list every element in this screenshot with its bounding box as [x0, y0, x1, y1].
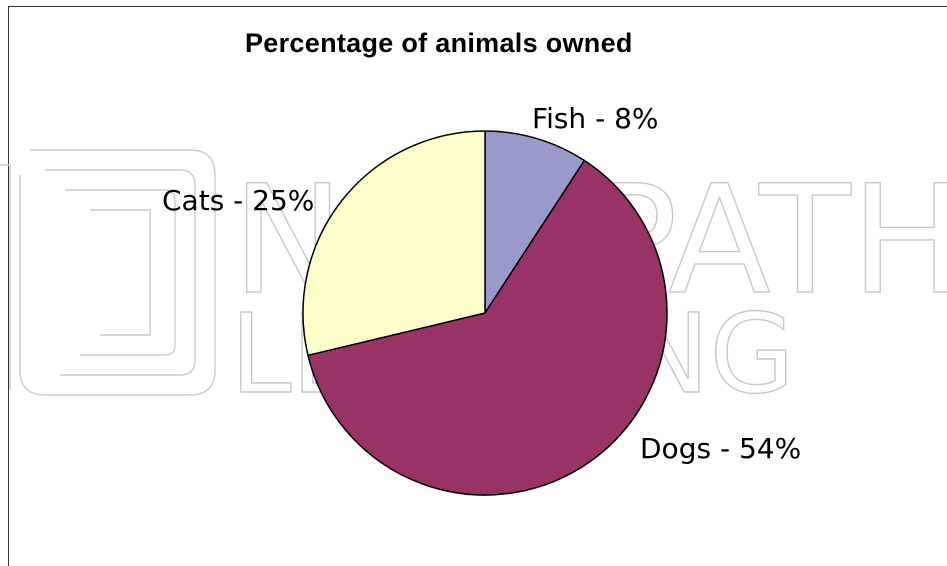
chart-title: Percentage of animals owned [245, 28, 633, 58]
pie-slices [302, 130, 668, 496]
slice-label-cats: Cats - 25% [162, 184, 314, 217]
pie-slice-dogs [307, 159, 668, 496]
slice-label-fish: Fish - 8% [532, 102, 659, 135]
slice-label-dogs: Dogs - 54% [640, 432, 801, 465]
watermark-logo-icon [0, 149, 216, 396]
pie-slice-cats [302, 130, 486, 357]
pie-chart: NEWPATH LEARNING Fish - 8% Dogs - 54% Ca… [0, 102, 947, 496]
chart-frame [8, 6, 947, 566]
pie-slice-fish [484, 130, 586, 314]
